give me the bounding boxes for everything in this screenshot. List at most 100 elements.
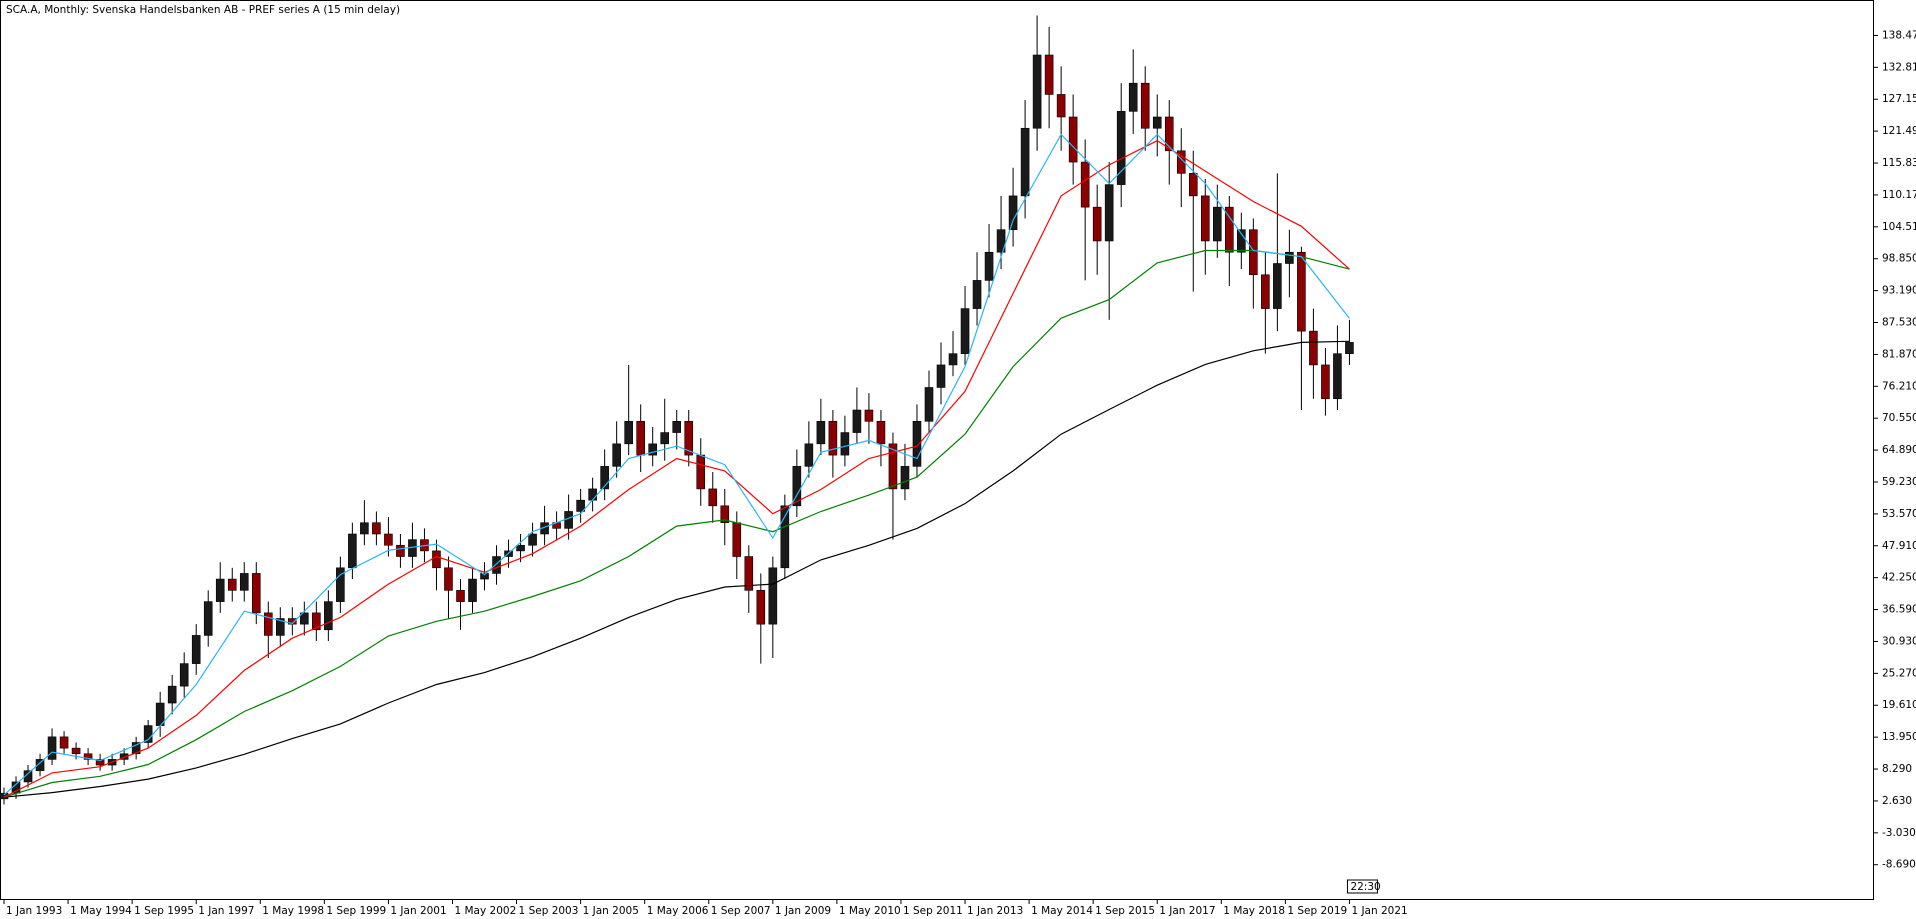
x-tick-label: 1 Sep 2011 xyxy=(903,905,963,917)
candle-body xyxy=(59,736,69,749)
x-tick-label: 1 May 1994 xyxy=(70,905,132,917)
x-tick-label: 1 May 2018 xyxy=(1223,905,1285,917)
y-tick-label: 138.470 xyxy=(1882,29,1916,41)
y-tick-label: 42.250 xyxy=(1882,572,1916,584)
candle-body xyxy=(1345,342,1354,354)
candle-body xyxy=(696,454,706,490)
candle-body xyxy=(972,280,982,309)
candle-body xyxy=(119,753,129,760)
candle-body xyxy=(203,601,213,636)
y-tick-label: 19.610 xyxy=(1882,699,1916,711)
y-tick-label: 70.550 xyxy=(1882,412,1916,424)
candle-body xyxy=(1237,229,1246,253)
y-tick-label: 127.150 xyxy=(1882,93,1916,105)
x-tick-label: 1 May 2002 xyxy=(454,905,516,917)
candle-body xyxy=(1008,195,1018,230)
candle-body xyxy=(179,663,189,687)
y-tick-label: 25.270 xyxy=(1882,667,1916,679)
candle-body xyxy=(528,533,537,546)
y-tick-label: 8.290 xyxy=(1882,763,1912,775)
x-tick-label: 1 May 1998 xyxy=(262,905,324,917)
candle-body xyxy=(708,488,718,507)
candle-body xyxy=(263,612,273,636)
candle-body xyxy=(900,466,910,490)
candle-body xyxy=(1225,206,1234,253)
candle-body xyxy=(948,353,958,366)
candle-body xyxy=(732,522,742,557)
candle-body xyxy=(576,499,585,512)
y-tick-label: 64.890 xyxy=(1882,444,1916,456)
x-tick-label: 1 Jan 2013 xyxy=(967,905,1023,917)
candle-body xyxy=(660,432,670,445)
candle-body xyxy=(756,590,766,625)
time-label-box xyxy=(1346,879,1378,894)
x-tick-label: 1 Sep 2007 xyxy=(711,905,771,917)
candle-body xyxy=(47,736,57,760)
y-tick-label: -3.030 xyxy=(1882,827,1916,839)
y-tick-label: 87.530 xyxy=(1882,317,1916,329)
y-tick-label: 47.910 xyxy=(1882,540,1916,552)
x-tick-label: 1 Jan 2017 xyxy=(1159,905,1215,917)
candle-body xyxy=(143,725,153,743)
candle-body xyxy=(612,443,621,467)
candle-body xyxy=(792,466,802,507)
candle-body xyxy=(480,573,489,580)
candle-body xyxy=(1056,94,1066,118)
x-tick-label: 1 Jan 2005 xyxy=(583,905,639,917)
candle-body xyxy=(960,308,970,354)
y-tick-label: 115.830 xyxy=(1882,157,1916,169)
x-tick-label: 1 Sep 1999 xyxy=(326,905,386,917)
candle-body xyxy=(372,522,381,535)
candle-body xyxy=(468,578,477,602)
candle-body xyxy=(239,573,249,591)
candle-body xyxy=(996,229,1006,253)
candle-body xyxy=(600,466,609,490)
candle-body xyxy=(71,747,81,755)
y-tick-label: 121.490 xyxy=(1882,125,1916,137)
moving-average-line xyxy=(3,133,1350,796)
candle-body xyxy=(804,443,814,467)
candle-body xyxy=(456,590,465,602)
candle-body xyxy=(1068,116,1078,163)
candle-body xyxy=(1297,251,1306,332)
time-label: 22:30 xyxy=(1350,881,1380,893)
y-tick-label: 110.170 xyxy=(1882,189,1916,201)
x-tick-label: 1 Sep 2019 xyxy=(1287,905,1347,917)
x-tick-label: 1 Jan 2021 xyxy=(1351,905,1407,917)
candle-body xyxy=(852,409,862,433)
candle-body xyxy=(1176,150,1186,174)
candle-body xyxy=(227,578,237,591)
candle-body xyxy=(191,635,201,664)
candle-body xyxy=(1092,206,1102,242)
y-tick-label: 104.510 xyxy=(1882,221,1916,233)
x-tick-label: 1 May 2006 xyxy=(647,905,709,917)
candle-body xyxy=(816,420,826,445)
y-tick-label: 93.190 xyxy=(1882,285,1916,297)
candle-body xyxy=(492,556,501,574)
candle-body xyxy=(828,420,838,456)
plot-frame xyxy=(0,0,1874,900)
candle-body xyxy=(888,443,898,490)
x-tick-label: 1 Jan 1997 xyxy=(198,905,254,917)
candle-body xyxy=(1285,251,1294,264)
y-tick-label: 132.810 xyxy=(1882,61,1916,73)
candle-body xyxy=(1212,206,1222,242)
candle-body xyxy=(348,533,357,569)
candle-body xyxy=(744,556,754,591)
candle-body xyxy=(167,685,177,704)
candle-body xyxy=(444,567,453,591)
candle-body xyxy=(1020,127,1030,197)
candle-body xyxy=(912,420,922,467)
y-tick-label: 2.630 xyxy=(1882,795,1912,807)
candle-body xyxy=(251,573,261,614)
candle-body xyxy=(95,759,105,766)
candle-body xyxy=(1249,229,1258,276)
candle-body xyxy=(924,387,934,422)
candle-body xyxy=(864,409,874,422)
candle-body xyxy=(1104,184,1114,242)
candle-body xyxy=(1261,274,1270,309)
candle-body xyxy=(312,612,321,631)
x-tick-label: 1 Jan 2009 xyxy=(775,905,831,917)
candle-body xyxy=(648,443,657,456)
